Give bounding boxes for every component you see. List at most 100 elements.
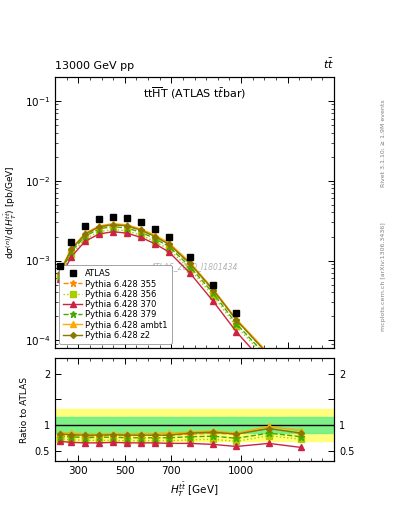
Y-axis label: Ratio to ATLAS: Ratio to ATLAS: [20, 377, 29, 442]
Pythia 6.428 356: [97, 228, 101, 234]
Pythia 6.428 356: [57, 274, 62, 280]
Pythia 6.428 ambt1: [57, 269, 62, 275]
Pythia 6.428 356: [125, 228, 129, 234]
ATLAS: [57, 263, 62, 269]
Pythia 6.428 ambt1: [234, 316, 239, 322]
Pythia 6.428 356: [111, 226, 116, 232]
Pythia 6.428 ambt1: [83, 230, 88, 236]
Line: Pythia 6.428 379: Pythia 6.428 379: [56, 223, 305, 413]
Pythia 6.428 370: [139, 234, 143, 241]
Text: tt$\overline{\rm H}$T (ATLAS t$\bar{t}$bar): tt$\overline{\rm H}$T (ATLAS t$\bar{t}$b…: [143, 85, 246, 101]
ATLAS: [266, 350, 271, 356]
Pythia 6.428 355: [167, 241, 171, 247]
Pythia 6.428 379: [211, 290, 215, 296]
Text: ATLAS_2020_I1801434: ATLAS_2020_I1801434: [151, 262, 238, 271]
Pythia 6.428 379: [139, 229, 143, 236]
Bar: [55, 409, 334, 441]
Pythia 6.428 ambt1: [187, 259, 192, 265]
Pythia 6.428 z2: [57, 270, 62, 276]
Pythia 6.428 ambt1: [69, 245, 73, 251]
Pythia 6.428 356: [299, 408, 304, 414]
Pythia 6.428 370: [266, 365, 271, 371]
Pythia 6.428 z2: [152, 233, 157, 240]
Pythia 6.428 379: [234, 321, 239, 327]
Pythia 6.428 370: [57, 276, 62, 283]
Pythia 6.428 z2: [69, 246, 73, 252]
Pythia 6.428 370: [111, 228, 116, 234]
Pythia 6.428 z2: [167, 241, 171, 247]
Text: 13000 GeV pp: 13000 GeV pp: [55, 61, 134, 71]
Pythia 6.428 379: [266, 356, 271, 362]
Line: Pythia 6.428 z2: Pythia 6.428 z2: [58, 223, 303, 408]
Pythia 6.428 ambt1: [152, 232, 157, 238]
Pythia 6.428 z2: [139, 227, 143, 233]
Pythia 6.428 355: [57, 271, 62, 277]
Pythia 6.428 356: [211, 293, 215, 299]
ATLAS: [187, 254, 192, 260]
Pythia 6.428 370: [83, 238, 88, 244]
Pythia 6.428 356: [69, 251, 73, 258]
Pythia 6.428 ambt1: [167, 240, 171, 246]
Pythia 6.428 356: [266, 358, 271, 364]
Pythia 6.428 379: [167, 243, 171, 249]
Bar: [55, 417, 334, 433]
Pythia 6.428 ambt1: [211, 286, 215, 292]
Text: Rivet 3.1.10; ≥ 1.9M events: Rivet 3.1.10; ≥ 1.9M events: [381, 99, 386, 187]
Pythia 6.428 355: [299, 403, 304, 409]
Pythia 6.428 356: [234, 323, 239, 329]
ATLAS: [83, 223, 88, 229]
Pythia 6.428 z2: [234, 317, 239, 323]
Line: Pythia 6.428 355: Pythia 6.428 355: [56, 221, 305, 410]
ATLAS: [299, 397, 304, 403]
Pythia 6.428 355: [234, 317, 239, 323]
Pythia 6.428 370: [97, 231, 101, 237]
Pythia 6.428 379: [97, 226, 101, 232]
Pythia 6.428 379: [299, 406, 304, 412]
Pythia 6.428 z2: [125, 223, 129, 229]
Pythia 6.428 356: [167, 246, 171, 252]
Pythia 6.428 370: [299, 417, 304, 423]
ATLAS: [125, 215, 129, 221]
Pythia 6.428 379: [187, 264, 192, 270]
Pythia 6.428 356: [187, 266, 192, 272]
Pythia 6.428 ambt1: [97, 223, 101, 229]
Pythia 6.428 355: [266, 352, 271, 358]
Pythia 6.428 370: [234, 329, 239, 335]
Pythia 6.428 356: [83, 236, 88, 242]
Pythia 6.428 z2: [187, 261, 192, 267]
Line: Pythia 6.428 ambt1: Pythia 6.428 ambt1: [57, 221, 304, 407]
Pythia 6.428 ambt1: [266, 351, 271, 357]
Pythia 6.428 z2: [111, 222, 116, 228]
Legend: ATLAS, Pythia 6.428 355, Pythia 6.428 356, Pythia 6.428 370, Pythia 6.428 379, P: ATLAS, Pythia 6.428 355, Pythia 6.428 35…: [59, 265, 172, 344]
Pythia 6.428 370: [167, 249, 171, 255]
Pythia 6.428 355: [152, 233, 157, 240]
Pythia 6.428 356: [139, 232, 143, 238]
ATLAS: [139, 219, 143, 225]
Pythia 6.428 370: [211, 298, 215, 304]
ATLAS: [111, 214, 116, 220]
Pythia 6.428 379: [83, 233, 88, 239]
Pythia 6.428 379: [69, 248, 73, 254]
ATLAS: [152, 226, 157, 232]
Text: t$\bar{t}$: t$\bar{t}$: [323, 57, 334, 71]
Pythia 6.428 355: [111, 222, 116, 228]
Pythia 6.428 z2: [299, 402, 304, 409]
Y-axis label: d$\sigma^{(n)}$/d($H_T^{t\bar{t}}$) [pb/GeV]: d$\sigma^{(n)}$/d($H_T^{t\bar{t}}$) [pb/…: [3, 166, 19, 259]
Pythia 6.428 355: [187, 261, 192, 267]
Pythia 6.428 ambt1: [125, 222, 129, 228]
ATLAS: [69, 239, 73, 245]
Pythia 6.428 370: [69, 253, 73, 260]
Line: Pythia 6.428 356: Pythia 6.428 356: [57, 227, 304, 414]
Pythia 6.428 379: [125, 225, 129, 231]
X-axis label: $H_T^{t\bar{t}}$ [GeV]: $H_T^{t\bar{t}}$ [GeV]: [170, 481, 219, 500]
Pythia 6.428 370: [152, 241, 157, 247]
Line: ATLAS: ATLAS: [57, 215, 304, 402]
Pythia 6.428 355: [211, 288, 215, 294]
Pythia 6.428 356: [152, 239, 157, 245]
Pythia 6.428 379: [152, 236, 157, 242]
Pythia 6.428 355: [69, 247, 73, 253]
Pythia 6.428 379: [111, 224, 116, 230]
Pythia 6.428 355: [125, 223, 129, 229]
Text: mcplots.cern.ch [arXiv:1306.3436]: mcplots.cern.ch [arXiv:1306.3436]: [381, 222, 386, 331]
ATLAS: [211, 282, 215, 288]
